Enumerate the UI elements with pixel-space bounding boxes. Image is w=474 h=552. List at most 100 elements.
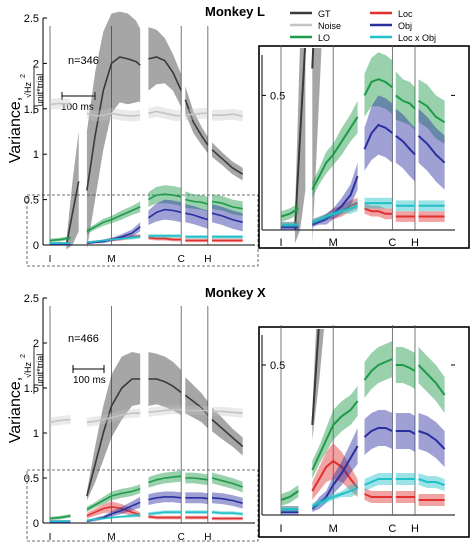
event-label-h: H [411,523,419,535]
band-segment [395,347,415,389]
line-segment [364,493,393,498]
zoom-box-monkey-x [26,469,259,542]
title-monkey-l: Monkey L [205,4,265,19]
line-segment [185,198,209,205]
band-segment [148,470,182,488]
svg-text:√Hz: √Hz [23,362,33,378]
event-label-m: M [107,254,115,265]
line-segment [148,193,182,201]
y-unit-monkey-l: √Hz 2 unit*trial [20,66,45,114]
series-obj [281,410,446,515]
band-segment [212,142,243,181]
y-tick-label: 0.5 [270,360,285,372]
line-segment [364,207,393,215]
legend-item-obj: Obj [370,21,412,31]
svg-text:√Hz: √Hz [23,82,33,98]
line-segment [184,394,209,416]
line-segment [280,207,299,218]
band-segment [312,386,358,479]
line-segment [395,430,416,435]
svg-text:GT: GT [318,9,331,19]
series-gt [293,0,445,244]
svg-text:Obj: Obj [398,21,412,31]
y-tick-label: 0 [33,240,39,252]
y-axis-label-monkey-l: Variance, [7,97,24,163]
title-monkey-x: Monkey X [205,285,266,300]
line-segment [419,0,445,20]
line-segment [211,149,244,175]
event-label-c: C [178,532,185,543]
band-segment [148,27,182,108]
line-segment [86,56,141,191]
line-segment [395,135,416,156]
line-segment [311,116,359,191]
svg-text:Noise: Noise [318,21,341,31]
line-segment [417,99,446,124]
line-segment [86,112,141,117]
line-segment [148,110,182,117]
band-segment [86,352,141,501]
series-loc-x-obj [281,197,445,228]
line-segment [148,475,182,484]
line-segment [211,200,243,210]
line-segment [86,412,141,423]
series-lo [280,341,446,506]
y-tick-label: 0.5 [270,90,285,102]
y-tick-label: 0.5 [24,195,39,207]
line-segment [86,206,141,233]
band-segment [364,488,393,503]
y-tick-label: 1.5 [24,383,39,395]
band-segment [86,484,141,513]
event-label-c: C [178,254,185,265]
event-label-m: M [329,237,338,249]
svg-text:unit*trial: unit*trial [35,74,45,107]
y-axis: 0 0.5 1 1.5 2 2.5 [24,13,255,252]
line-segment [212,113,243,117]
band-segment [212,407,243,456]
line-segment [184,99,209,146]
band-segment [86,201,141,235]
line-segment [86,236,141,244]
svg-text:Loc: Loc [398,9,413,19]
line-segment [293,48,307,231]
event-label-c: C [388,237,396,249]
svg-text:2: 2 [20,354,27,358]
band-segment [364,410,393,455]
line-segment [86,514,141,522]
line-segment [212,410,243,414]
y-tick-label: 1 [33,428,39,440]
line-segment [311,204,358,223]
y-tick-label: 1.5 [24,104,39,116]
line-segment [49,515,71,520]
band-segment [418,347,445,413]
line-segment [363,78,394,96]
legend-item-lo: LO [290,33,330,43]
y-tick-label: 2.5 [24,13,39,25]
line-segment [86,378,141,497]
series-obj [281,95,446,230]
line-segment [148,408,182,414]
scale-bar-label-monkey-l: 100 ms [61,102,94,113]
svg-text:Variance,: Variance, [7,97,24,163]
band-segment [281,485,299,506]
chart-monkey-x-main: 0 0.5 1 1.5 2 2.5 I M C H [24,293,255,543]
band-segment [281,203,299,222]
scale-bar-monkey-x: 100 ms [72,365,106,386]
event-label-i: I [279,237,282,249]
line-segment [363,358,393,381]
scale-bar-label-monkey-x: 100 ms [73,375,106,386]
chart-monkey-l-inset: 0.5 I M C H [258,0,470,249]
line-segment [311,459,359,492]
band-segment [364,95,393,171]
series-lo [49,470,243,521]
line-segment [211,511,243,515]
series-gt [86,352,244,501]
line-segment [148,496,182,501]
line-segment [148,236,182,241]
y-tick-label: 0 [33,518,39,530]
event-label-i: I [49,254,52,265]
series-gt [311,329,324,440]
band-segment [312,443,358,500]
svg-text:Variance,: Variance, [7,377,24,443]
